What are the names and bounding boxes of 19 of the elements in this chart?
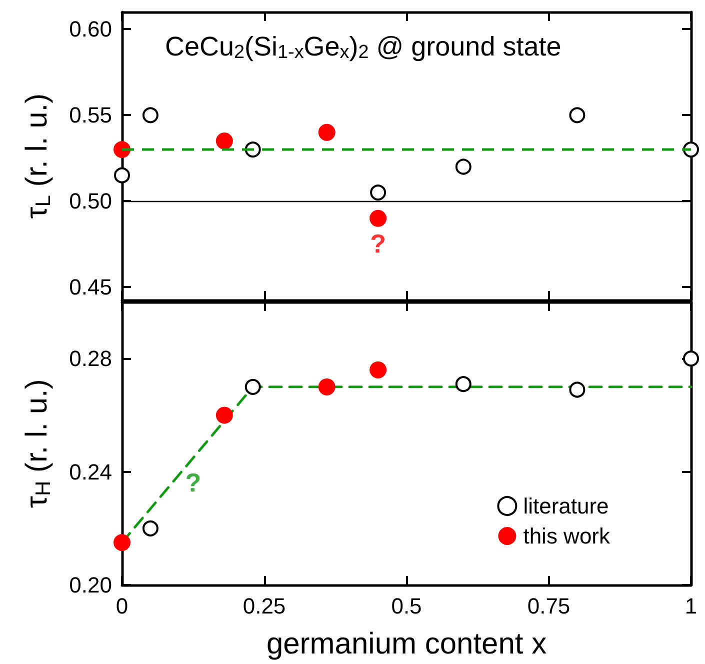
x-tick-label: 1	[684, 594, 698, 618]
y-tick-label: 0.24	[69, 459, 112, 484]
y-tick-label: 0.20	[69, 572, 112, 598]
y-axis-title: τL (r. l. u.)	[20, 93, 55, 219]
annotation: ?	[185, 468, 202, 498]
x-axis-title: germanium content x	[266, 628, 547, 660]
y-axis-title: τH (r. l. u.)	[20, 379, 55, 508]
annotation: ?	[370, 228, 386, 258]
x-tick-label: 0.5	[391, 594, 422, 618]
y-tick-label: 0.28	[69, 346, 112, 372]
y-tick-label: 0.55	[69, 102, 112, 128]
x-tick-label: 0.75	[527, 594, 570, 618]
x-tick-label: 0.25	[242, 594, 286, 618]
legend-label: literature	[523, 494, 609, 518]
legend-label: this work	[523, 524, 611, 548]
y-tick-label: 0.60	[69, 16, 112, 42]
y-tick-label: 0.50	[69, 188, 112, 214]
y-tick-label: 0.45	[69, 274, 112, 300]
x-tick-label: 0	[116, 594, 128, 618]
